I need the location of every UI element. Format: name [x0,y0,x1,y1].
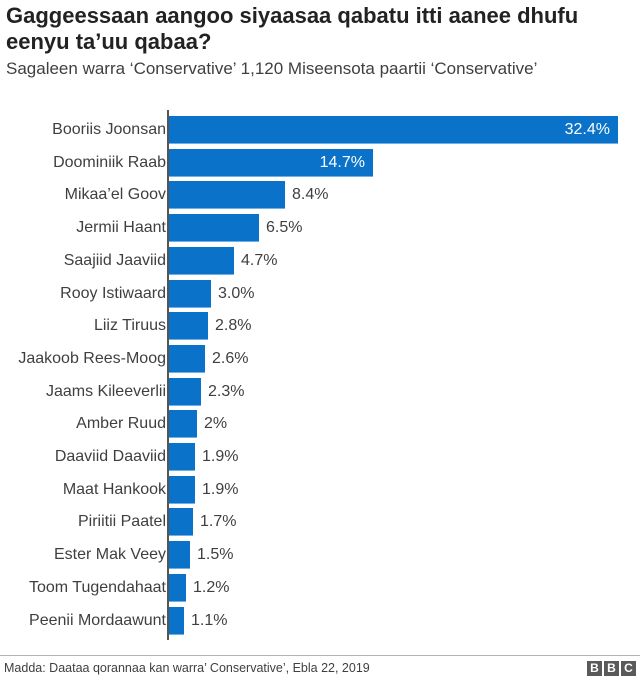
bar-label: Peenii Mordaawunt [29,611,166,629]
bbc-logo: B B C [587,661,636,676]
y-axis-line [167,110,169,640]
bar-value-label: 1.1% [191,611,228,629]
bbc-logo-letter: C [621,661,636,676]
bar [169,312,208,341]
bar-chart: Booriis Joonsan 32.4% Doominiik Raab 14.7% M… [0,110,640,640]
bar-label: Liiz Tiruus [93,317,166,335]
bar-label: Jaakoob Rees-Moog [18,349,166,367]
chart-subtitle: Sagaleen warra ‘Conservative’ 1,120 Mise… [6,59,538,78]
bar [169,541,190,570]
bar-value-label: 2.6% [212,349,249,367]
bar-row: Ester Mak Veey 1.5% [0,541,640,570]
bar-row: Peenii Mordaawunt 1.1% [0,606,640,635]
bar-row: Maat Hankook 1.9% [0,475,640,504]
bar-value-label: 14.7% [319,153,365,171]
bar-value-label: 1.2% [193,578,230,596]
bar-value-label: 1.9% [202,448,239,465]
bar-row: Jaams Kileeverlii 2.3% [0,377,640,406]
bar-label: Toom Tugendahaat [29,578,166,596]
bar-value-label: 6.5% [266,219,303,237]
bar [169,573,186,602]
bar-row: Mikaa’el Goov 8.4% [0,181,640,210]
bar-label: Maat Hankook [62,480,166,498]
bar [169,246,234,275]
bar-row: Toom Tugendahaat 1.2% [0,573,640,602]
bar-label: Ester Mak Veey [53,546,166,564]
bar-value-label: 2.8% [215,317,252,335]
bar-row: Saajiid Jaaviid 4.7% [0,246,640,275]
bar [169,148,373,177]
bar [169,344,205,373]
bar-label: Rooy Istiwaard [60,284,166,302]
bar [169,377,201,406]
footer-divider [0,655,640,656]
bar-label: Piriitii Paatel [77,513,166,531]
bar-value-label: 8.4% [292,186,329,204]
bar-value-label: 1.7% [200,513,237,531]
bar-value-label: 4.7% [241,251,278,269]
bar [169,181,285,210]
bar-row: Liiz Tiruus 2.8% [0,312,640,341]
bbc-logo-letter: B [604,661,619,676]
bar [169,214,259,243]
bar-value-label: 1.5% [197,546,234,564]
bar [169,508,193,537]
bar [169,410,197,439]
bar [169,606,184,635]
bar-row: Jaakoob Rees-Moog 2.6% [0,344,640,373]
bar [169,116,618,144]
bar-label: Jermii Haant [76,219,166,237]
bar-value-label: 2.3% [208,382,245,400]
bar-row: Jermii Haant 6.5% [0,214,640,243]
chart-title: Gaggeessaan aangoo siyaasaa qabatu itti … [6,3,579,54]
bar-row: Doominiik Raab 14.7% [0,148,640,177]
bar-value-label: 1.9% [202,480,239,498]
bar-label: Mikaa’el Goov [64,186,166,204]
bar-row: Amber Ruud 2% [0,410,640,439]
bbc-logo-letter: B [587,661,602,676]
bar-label: Booriis Joonsan [52,121,166,138]
bar [169,475,195,504]
bar-row: Daaviid Daaviid 1.9% [0,443,640,471]
bar-value-label: 32.4% [564,121,610,138]
bar-value-label: 3.0% [218,284,255,302]
bar-row: Rooy Istiwaard 3.0% [0,279,640,308]
bar-label: Amber Ruud [76,415,166,433]
bar-label: Saajiid Jaaviid [63,251,166,269]
bar [169,279,211,308]
bar-label: Daaviid Daaviid [54,448,166,465]
bar-row: Booriis Joonsan 32.4% [0,116,640,144]
bar-value-label: 2% [204,415,228,433]
bar [169,443,195,471]
bar-label: Doominiik Raab [53,153,166,171]
bar-row: Piriitii Paatel 1.7% [0,508,640,537]
source-note: Madda: Daataa qorannaa kan warra’ Conser… [4,661,370,675]
bar-label: Jaams Kileeverlii [45,382,166,400]
